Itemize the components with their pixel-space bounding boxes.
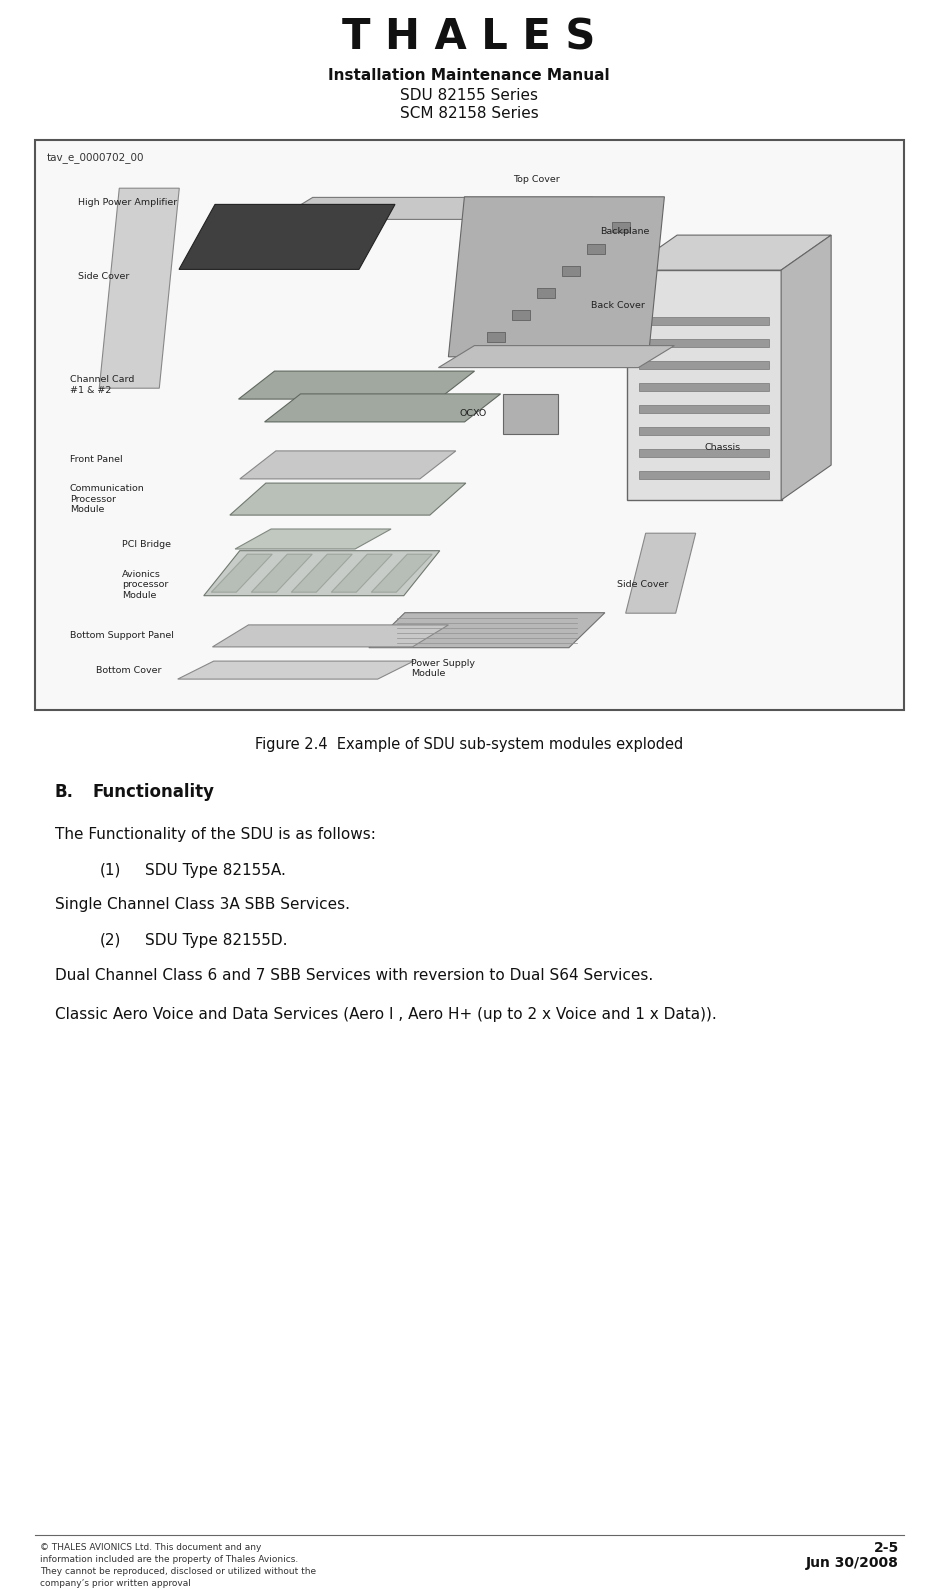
Text: Communication
Processor
Module: Communication Processor Module bbox=[69, 485, 145, 513]
Polygon shape bbox=[252, 555, 313, 593]
Polygon shape bbox=[177, 661, 414, 679]
Text: Front Panel: Front Panel bbox=[69, 454, 122, 464]
Text: (2): (2) bbox=[100, 933, 121, 947]
Text: SDU Type 82155A.: SDU Type 82155A. bbox=[145, 863, 285, 877]
Bar bbox=[502, 394, 558, 434]
Bar bbox=[639, 318, 769, 326]
Polygon shape bbox=[100, 188, 179, 388]
Text: The Functionality of the SDU is as follows:: The Functionality of the SDU is as follo… bbox=[55, 828, 376, 842]
Polygon shape bbox=[211, 555, 272, 593]
Text: Back Cover: Back Cover bbox=[592, 300, 645, 310]
Bar bbox=[562, 265, 580, 276]
Text: Figure 2.4  Example of SDU sub-system modules exploded: Figure 2.4 Example of SDU sub-system mod… bbox=[254, 737, 684, 753]
Text: Bottom Support Panel: Bottom Support Panel bbox=[69, 631, 174, 640]
Bar bbox=[487, 332, 505, 342]
Polygon shape bbox=[212, 624, 449, 647]
Bar bbox=[639, 361, 769, 369]
Text: They cannot be reproduced, disclosed or utilized without the: They cannot be reproduced, disclosed or … bbox=[40, 1567, 316, 1576]
Bar bbox=[639, 405, 769, 413]
Text: Channel Card
#1 & #2: Channel Card #1 & #2 bbox=[69, 375, 134, 394]
Polygon shape bbox=[204, 551, 439, 596]
Text: company’s prior written approval: company’s prior written approval bbox=[40, 1579, 191, 1589]
Bar bbox=[639, 427, 769, 435]
Text: © THALES AVIONICS Ltd. This document and any: © THALES AVIONICS Ltd. This document and… bbox=[40, 1543, 261, 1552]
Text: SDU 82155 Series: SDU 82155 Series bbox=[400, 87, 538, 103]
Text: Functionality: Functionality bbox=[92, 783, 214, 801]
Text: Backplane: Backplane bbox=[600, 227, 649, 235]
Bar bbox=[612, 222, 630, 232]
Bar bbox=[639, 338, 769, 346]
Text: Classic Aero Voice and Data Services (Aero I , Aero H+ (up to 2 x Voice and 1 x : Classic Aero Voice and Data Services (Ae… bbox=[55, 1007, 716, 1022]
Text: B.: B. bbox=[55, 783, 74, 801]
Text: OCXO: OCXO bbox=[459, 408, 487, 418]
Text: Dual Channel Class 6 and 7 SBB Services with reversion to Dual S64 Services.: Dual Channel Class 6 and 7 SBB Services … bbox=[55, 968, 654, 982]
Text: Single Channel Class 3A SBB Services.: Single Channel Class 3A SBB Services. bbox=[55, 898, 350, 912]
Text: tav_e_0000702_00: tav_e_0000702_00 bbox=[47, 153, 145, 164]
Bar bbox=[626, 270, 781, 501]
Bar bbox=[537, 288, 555, 297]
Text: Installation Maintenance Manual: Installation Maintenance Manual bbox=[329, 67, 609, 83]
Polygon shape bbox=[239, 451, 455, 478]
Polygon shape bbox=[781, 235, 831, 501]
Polygon shape bbox=[439, 345, 674, 367]
Polygon shape bbox=[179, 205, 395, 270]
Bar bbox=[639, 450, 769, 458]
Text: Jun 30/2008: Jun 30/2008 bbox=[806, 1556, 899, 1570]
Text: Top Cover: Top Cover bbox=[513, 175, 560, 184]
Polygon shape bbox=[625, 534, 696, 613]
Text: Side Cover: Side Cover bbox=[617, 580, 669, 590]
Text: Side Cover: Side Cover bbox=[79, 272, 130, 281]
Text: T H A L E S: T H A L E S bbox=[343, 17, 595, 59]
Text: High Power Amplifier: High Power Amplifier bbox=[79, 199, 177, 207]
Text: SDU Type 82155D.: SDU Type 82155D. bbox=[145, 933, 287, 947]
Text: Avionics
processor
Module: Avionics processor Module bbox=[122, 570, 168, 599]
Polygon shape bbox=[371, 555, 432, 593]
Bar bbox=[639, 470, 769, 480]
Text: Chassis: Chassis bbox=[704, 443, 740, 453]
Polygon shape bbox=[369, 613, 605, 648]
Polygon shape bbox=[239, 372, 474, 399]
Polygon shape bbox=[291, 555, 352, 593]
Polygon shape bbox=[331, 555, 393, 593]
Text: (1): (1) bbox=[100, 863, 121, 877]
Bar bbox=[513, 310, 531, 319]
Text: PCI Bridge: PCI Bridge bbox=[122, 540, 171, 550]
Text: Power Supply
Module: Power Supply Module bbox=[411, 659, 475, 679]
Text: information included are the property of Thales Avionics.: information included are the property of… bbox=[40, 1556, 299, 1565]
Polygon shape bbox=[449, 197, 665, 358]
Polygon shape bbox=[265, 394, 500, 423]
Bar bbox=[639, 383, 769, 391]
Bar bbox=[35, 140, 904, 710]
Bar bbox=[588, 243, 606, 254]
Polygon shape bbox=[235, 529, 391, 550]
Polygon shape bbox=[627, 235, 831, 270]
Polygon shape bbox=[277, 197, 593, 219]
Polygon shape bbox=[230, 483, 466, 515]
Text: 2-5: 2-5 bbox=[874, 1541, 899, 1556]
Text: Bottom Cover: Bottom Cover bbox=[96, 666, 162, 675]
Text: SCM 82158 Series: SCM 82158 Series bbox=[400, 105, 538, 121]
